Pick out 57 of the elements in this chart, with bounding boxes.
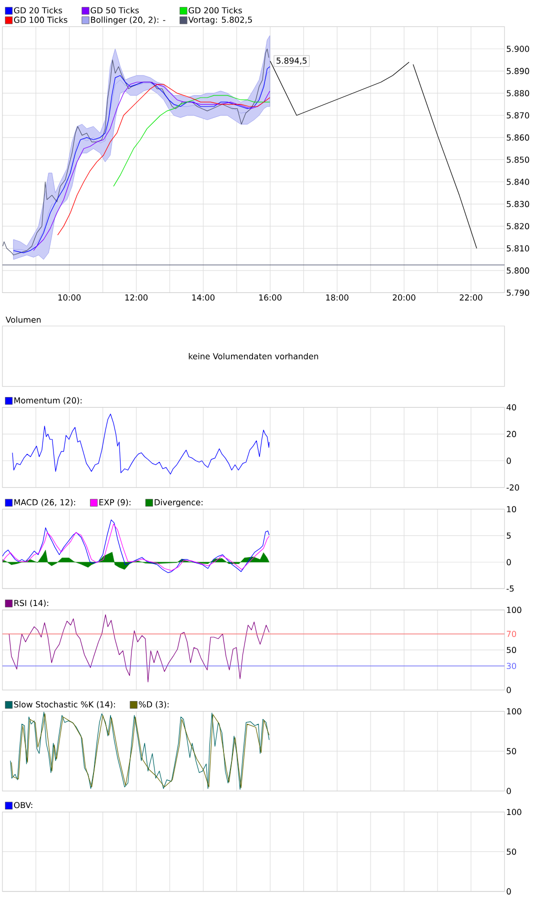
- x-tick-label: 10:00: [58, 294, 81, 301]
- legend-label: %D (3):: [138, 701, 169, 708]
- x-tick-label: 22:00: [460, 294, 482, 301]
- y-tick-label: 5.830: [506, 200, 530, 208]
- x-tick-label: 18:00: [326, 294, 348, 301]
- legend-label: GD 50 Ticks: [90, 7, 139, 14]
- text: keine Volumendaten vorhanden: [188, 353, 318, 360]
- y-tick-label: 5.820: [506, 223, 530, 230]
- y-tick-label: 5.880: [506, 90, 530, 96]
- y-tick-label: -20: [506, 484, 520, 491]
- y-tick-label: 5.860: [506, 134, 530, 141]
- legend-label: GD 200 Ticks: [188, 7, 242, 14]
- x-tick-label: 14:00: [192, 294, 215, 301]
- y-tick-label: -5: [506, 586, 514, 592]
- y-tick-label: 0: [506, 788, 511, 794]
- y-tick-label: 5.800: [506, 267, 530, 274]
- y-tick-label: 5.870: [506, 112, 530, 118]
- legend-label: GD 100 Ticks: [14, 16, 68, 23]
- y-tick-label: 50: [506, 748, 516, 754]
- y-tick-label: 0: [506, 888, 511, 894]
- y-tick-label: 5.810: [506, 245, 530, 252]
- y-tick-label: 5: [506, 532, 511, 539]
- y-tick-label: 40: [506, 404, 516, 410]
- line-series: [12, 414, 270, 474]
- y-tick-label: 30: [506, 662, 516, 670]
- legend-label: Vortag: 5.802,5: [188, 16, 252, 24]
- y-tick-label: 10: [507, 506, 516, 512]
- legend-label: Slow Stochastic %K (14):: [14, 701, 115, 708]
- y-tick-label: 0: [506, 559, 511, 566]
- x-tick-label: 20:00: [392, 294, 416, 301]
- y-tick-label: 0: [506, 458, 511, 464]
- y-tick-label: 5.790: [506, 290, 530, 296]
- y-tick-label: 5.890: [506, 68, 530, 74]
- annotation: 5.894,5: [276, 58, 307, 65]
- line-series: [8, 614, 270, 682]
- x-tick-label: 12:00: [125, 294, 148, 301]
- y-tick-label: 5.900: [506, 46, 530, 52]
- legend-label: OBV:: [14, 802, 32, 808]
- legend-label: MACD (26, 12):: [14, 499, 76, 506]
- y-tick-label: 100: [507, 808, 522, 816]
- y-tick-label: 0: [506, 686, 511, 694]
- y-tick-label: 100: [507, 606, 522, 613]
- y-tick-label: 50: [506, 848, 516, 855]
- y-tick-label: 20: [506, 430, 516, 438]
- y-tick-label: 50: [506, 646, 516, 654]
- legend-label: EXP (9):: [99, 499, 130, 506]
- legend-label: Bollinger (20, 2): -: [91, 16, 166, 24]
- y-tick-label: 70: [506, 630, 516, 638]
- x-tick-label: 16:00: [259, 294, 282, 301]
- legend-label: RSI (14):: [14, 600, 48, 608]
- y-tick-label: 5.850: [506, 156, 530, 163]
- legend-label: Momentum (20):: [14, 397, 82, 404]
- y-tick-label: 5.840: [506, 178, 530, 185]
- y-tick-label: 100: [507, 708, 522, 714]
- legend-label: Divergence:: [154, 499, 202, 507]
- text: Volumen: [6, 316, 41, 323]
- legend-label: GD 20 Ticks: [14, 7, 62, 14]
